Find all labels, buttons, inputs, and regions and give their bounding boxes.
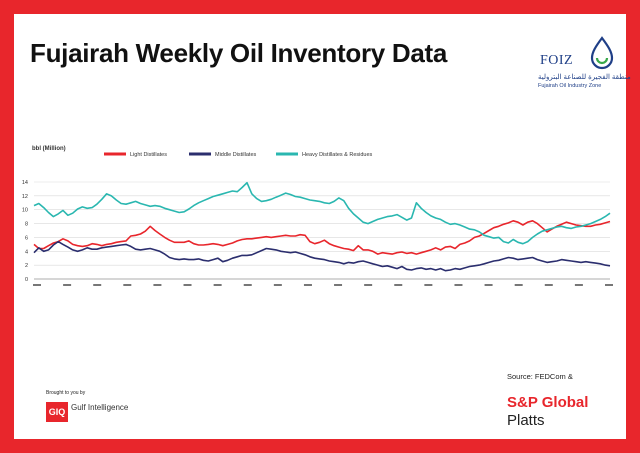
y-axis-label: bbl (Million) xyxy=(32,146,66,152)
x-tick-label xyxy=(213,284,222,286)
logo-arabic-name: منطقة الفجيرة للصناعة البترولية xyxy=(538,74,631,81)
x-tick-label xyxy=(574,284,583,286)
series-line xyxy=(33,220,611,255)
gulf-intelligence-logo: GIQ xyxy=(46,402,68,422)
x-tick-label xyxy=(544,284,553,286)
drop-swirl-icon xyxy=(590,36,614,70)
legend-label: Light Distillates xyxy=(130,152,167,158)
x-tick-label xyxy=(303,284,312,286)
logo-mark: FOIZ xyxy=(540,53,574,68)
x-tick-label xyxy=(334,284,343,286)
x-tick-label xyxy=(514,284,523,286)
series-line xyxy=(33,240,611,272)
foiz-logo: FOIZ منطقة الفجيرة للصناعة البترولية Fuj… xyxy=(536,36,631,102)
y-tick-label: 0 xyxy=(25,277,28,283)
inventory-line-chart: bbl (Million) Light Distillates Middle Dis… xyxy=(22,146,613,286)
source-note: Source: FEDCom & xyxy=(507,372,573,381)
x-tick-label xyxy=(394,284,403,286)
x-tick-label xyxy=(484,284,493,286)
y-tick-label: 8 xyxy=(25,222,28,228)
page-title: Fujairah Weekly Oil Inventory Data xyxy=(30,38,448,68)
gulf-intelligence-name: Gulf Intelligence xyxy=(71,403,129,412)
x-tick-label xyxy=(364,284,373,286)
x-tick-label xyxy=(93,284,102,286)
y-tick-label: 4 xyxy=(25,249,28,255)
x-tick-label xyxy=(424,284,433,286)
y-tick-label: 10 xyxy=(22,208,28,214)
x-tick-label xyxy=(183,284,192,286)
brought-by-label: Brought to you by xyxy=(46,390,86,396)
y-tick-label: 6 xyxy=(25,235,28,241)
x-tick-label xyxy=(33,284,41,286)
logo-english-name: Fujairah Oil Industry Zone xyxy=(538,83,602,89)
series-line xyxy=(33,181,611,245)
x-tick-label xyxy=(153,284,162,286)
infographic-card: Fujairah Weekly Oil Inventory Data FOIZ … xyxy=(14,14,631,439)
x-tick-label xyxy=(454,284,463,286)
legend-label: Middle Distillates xyxy=(215,152,257,158)
x-tick-label xyxy=(123,284,132,286)
platts-logo-line1: S&P Global xyxy=(507,394,589,411)
x-tick-label xyxy=(273,284,282,286)
x-tick-label xyxy=(243,284,252,286)
legend-label: Heavy Distillates & Residues xyxy=(302,152,373,158)
y-tick-label: 12 xyxy=(22,194,28,200)
x-tick-label xyxy=(605,284,613,286)
x-tick-label xyxy=(63,284,72,286)
y-tick-label: 2 xyxy=(25,263,28,269)
platts-logo-line2: Platts xyxy=(507,412,545,429)
y-tick-label: 14 xyxy=(22,180,28,186)
